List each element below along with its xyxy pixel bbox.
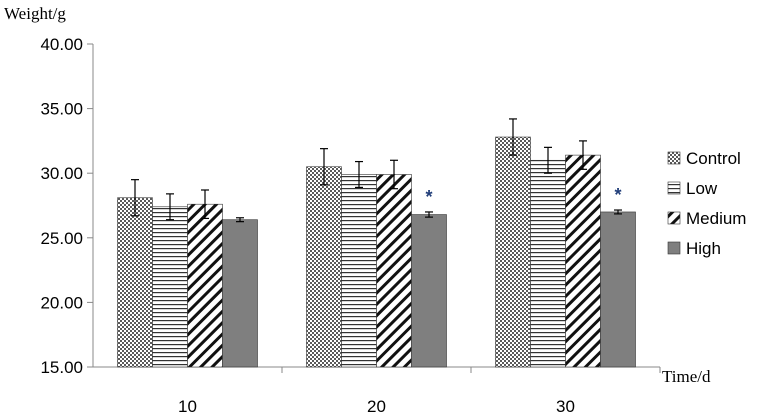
- bar-medium-10: [187, 203, 223, 368]
- bar-control-20: [306, 166, 342, 368]
- x-axis-ticks: 10 20 30: [178, 367, 661, 414]
- legend-label-high: High: [686, 239, 721, 258]
- bar-low-30: [530, 159, 566, 368]
- x-tick-label: 10: [178, 397, 197, 414]
- y-tick-label: 40.00: [40, 35, 83, 54]
- legend-swatch-low: [667, 181, 681, 195]
- y-tick-label: 30.00: [40, 164, 83, 183]
- y-axis-ticks: 15.00 20.00 25.00 30.00 35.00 40.00: [40, 35, 93, 377]
- legend-label-low: Low: [686, 179, 718, 198]
- x-tick-label: 30: [556, 397, 575, 414]
- legend-swatch-high: [667, 241, 681, 255]
- legend: Control Low Medium High: [667, 149, 746, 258]
- significance-marker: *: [614, 185, 621, 205]
- y-tick-label: 15.00: [40, 358, 83, 377]
- significance-marker: *: [425, 187, 432, 207]
- bar-high-20: [411, 214, 447, 368]
- legend-label-medium: Medium: [686, 209, 746, 228]
- bar-medium-20: [376, 174, 412, 368]
- y-tick-label: 20.00: [40, 293, 83, 312]
- legend-label-control: Control: [686, 149, 741, 168]
- bar-high-10: [222, 219, 258, 368]
- x-tick-label: 20: [367, 397, 386, 414]
- bar-low-10: [152, 206, 188, 368]
- legend-swatch-control: [667, 151, 681, 165]
- plot-area: * *: [92, 44, 660, 368]
- y-tick-label: 35.00: [40, 100, 83, 119]
- bar-high-30: [600, 211, 636, 368]
- bar-medium-30: [565, 154, 601, 368]
- legend-swatch-medium: [667, 211, 681, 225]
- y-axis-title: Weight/g: [4, 4, 66, 23]
- bar-control-10: [117, 197, 153, 368]
- bar-control-30: [495, 136, 531, 368]
- y-tick-label: 25.00: [40, 229, 83, 248]
- x-axis-title: Time/d: [662, 367, 711, 386]
- bar-low-20: [341, 174, 377, 368]
